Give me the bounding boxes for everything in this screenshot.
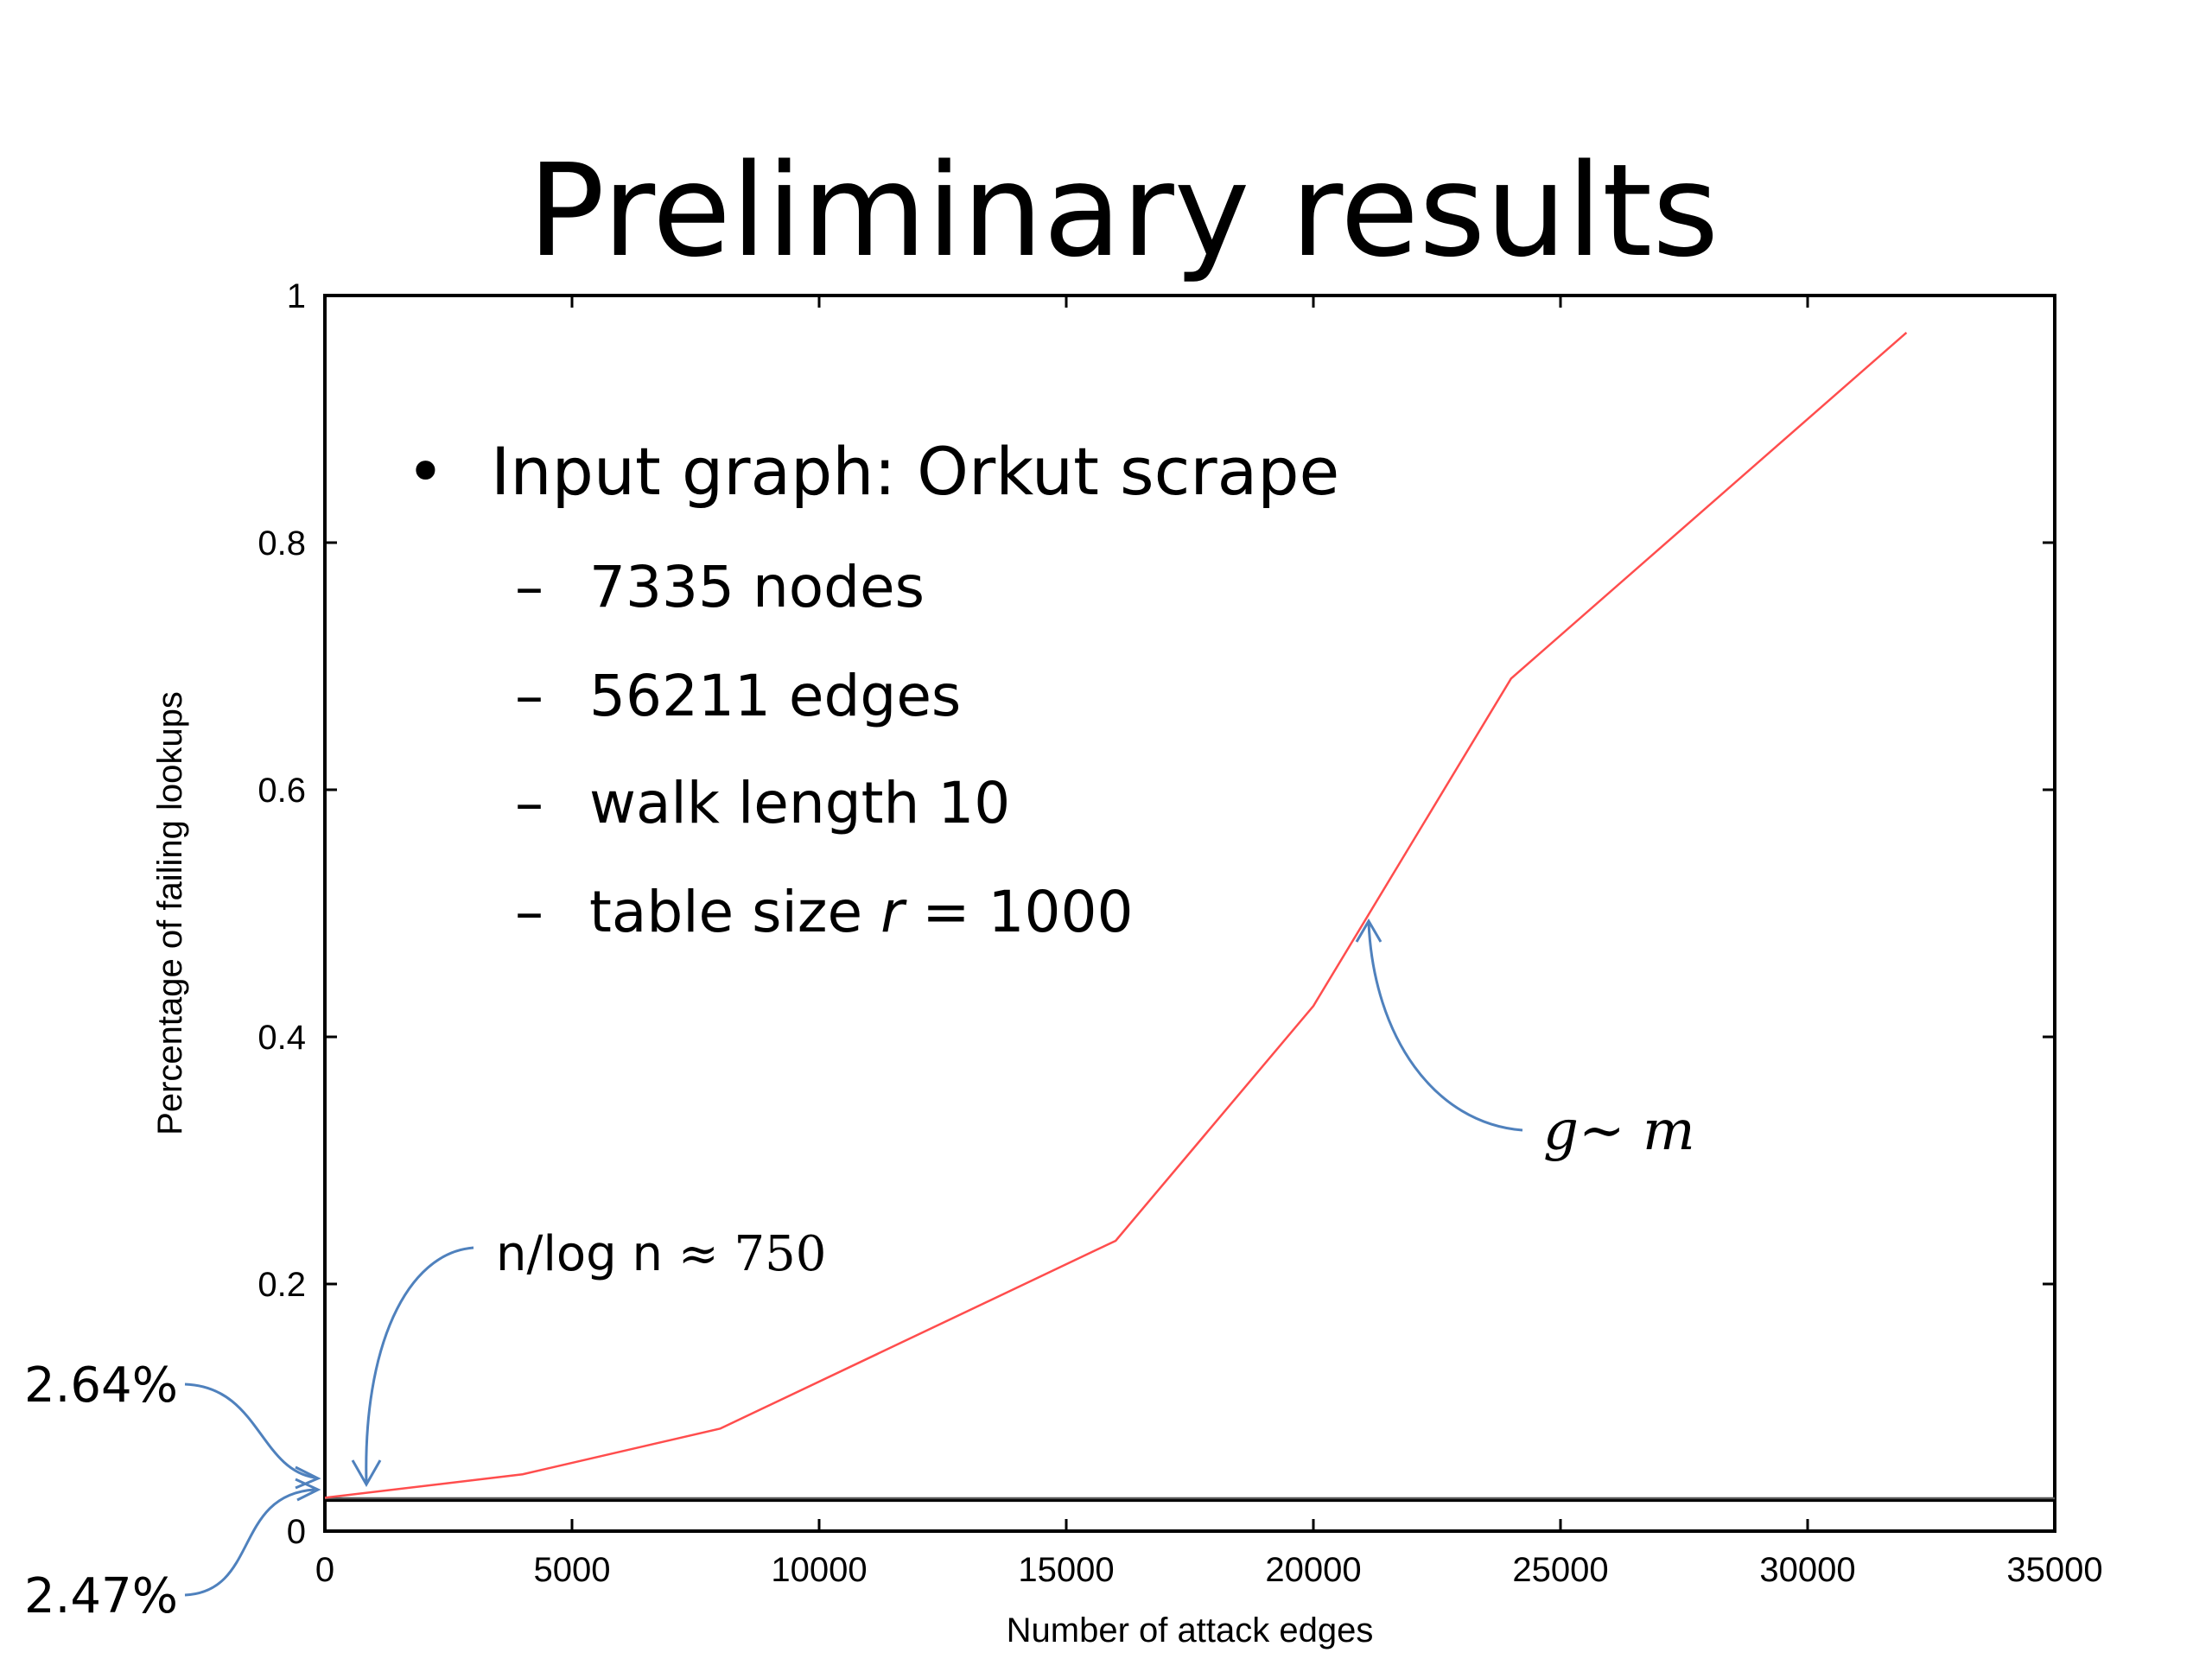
sub-item-dash: – — [515, 663, 543, 729]
reference-lines — [325, 1497, 2055, 1503]
sub-item-dash: – — [515, 554, 543, 620]
g-m-annotation: g∼ m — [1543, 1099, 1695, 1163]
nlogn-value: ≈ 750 — [678, 1226, 827, 1282]
nlogn-arrow — [365, 1246, 474, 1484]
x-tick-label: 35000 — [2006, 1551, 2102, 1589]
sub-item-list: – 7335 nodes – 56211 edges – walk length… — [515, 554, 1133, 945]
g-m-arrowhead — [1355, 918, 1382, 943]
sub-item-dash: – — [515, 770, 543, 836]
x-axis-label: Number of attack edges — [1007, 1611, 1374, 1649]
axis-ticks: 0 5000 10000 15000 20000 25000 30000 35000 0 0.2 0… — [257, 277, 2102, 1589]
x-tick-label: 25000 — [1512, 1551, 1608, 1589]
upper-percent-arrowhead — [295, 1465, 321, 1490]
series-line — [324, 331, 1908, 1499]
sub-item-edges: 56211 edges — [589, 663, 961, 729]
sub-item-dash: – — [515, 879, 543, 945]
x-tick-label: 10000 — [771, 1551, 867, 1589]
x-tick-label: 20000 — [1265, 1551, 1361, 1589]
y-tick-label: 1 — [287, 277, 306, 315]
g-m-arrow — [1367, 922, 1523, 1132]
nlogn-annotation: n/log n ≈ 750 — [496, 1226, 826, 1282]
sub-item-walk-length: walk length 10 — [589, 770, 1010, 836]
y-tick-label: 0.4 — [257, 1019, 306, 1057]
x-tick-label: 5000 — [534, 1551, 611, 1589]
upper-percent-arrow — [184, 1382, 315, 1479]
table-size-prefix: table size — [589, 879, 880, 945]
y-tick-label: 0.6 — [257, 772, 306, 810]
x-tick-label: 0 — [315, 1551, 334, 1589]
series-group — [324, 331, 1908, 1499]
slide-title: Preliminary results — [528, 137, 1719, 285]
table-size-suffix: = 1000 — [904, 879, 1133, 945]
bullet-mark: • — [406, 433, 445, 510]
annotation-arrows — [184, 918, 1523, 1597]
lower-percent-label: 2.47% — [24, 1568, 178, 1624]
lower-percent-arrowhead — [295, 1478, 321, 1502]
table-size-var: r — [880, 879, 907, 945]
sub-item-nodes: 7335 nodes — [589, 554, 925, 620]
nlogn-arrowhead — [351, 1459, 382, 1488]
lower-percent-arrow — [184, 1488, 315, 1597]
y-tick-label: 0 — [287, 1513, 306, 1551]
sub-item-table-size: table size r = 1000 — [589, 879, 1133, 945]
x-tick-label: 15000 — [1018, 1551, 1114, 1589]
y-tick-label: 0.8 — [257, 524, 306, 563]
x-tick-label: 30000 — [1759, 1551, 1855, 1589]
upper-percent-label: 2.64% — [24, 1357, 178, 1414]
plot-frame — [323, 294, 2056, 1533]
y-tick-label: 0.2 — [257, 1266, 306, 1304]
nlogn-text: n/log n — [496, 1226, 678, 1282]
bullet-text: Input graph: Orkut scrape — [491, 433, 1339, 510]
y-axis-label: Percentage of failing lookups — [151, 691, 189, 1135]
